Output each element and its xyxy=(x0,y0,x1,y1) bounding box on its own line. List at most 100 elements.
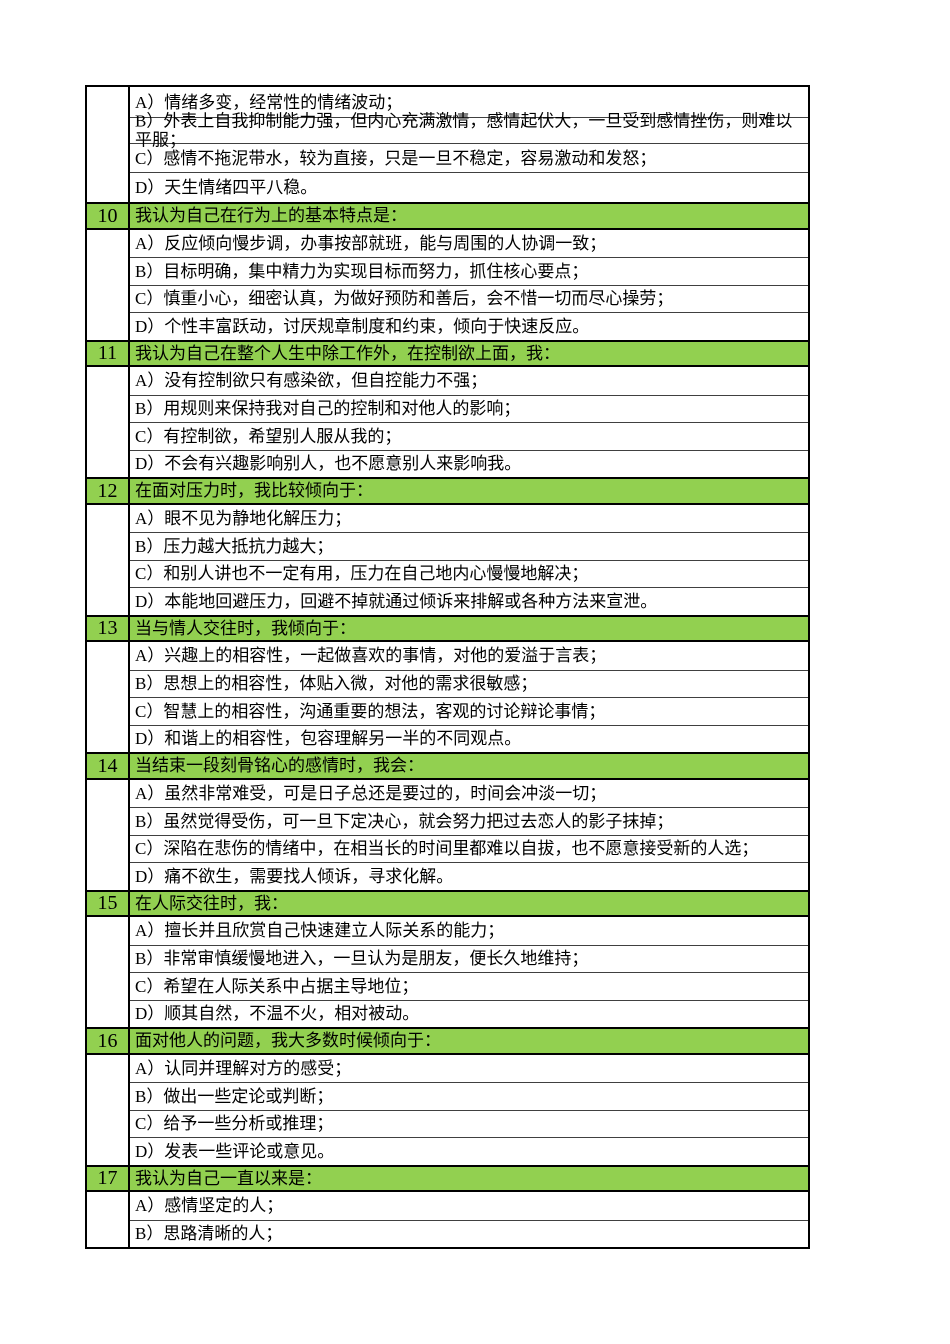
options-group: A）认同并理解对方的感受； B）做出一些定论或判断； C）给予一些分析或推理； D）发… xyxy=(87,1054,808,1165)
options-group: A）感情坚定的人； B）思路清晰的人； xyxy=(87,1192,808,1247)
option-row: B）虽然觉得受伤，可一旦下定决心，就会努力把过去恋人的影子抹掉； xyxy=(130,807,808,835)
question-number-cell: 17 xyxy=(87,1166,130,1190)
question-header-row: 11 我认为自己在整个人生中除工作外，在控制欲上面，我： xyxy=(87,339,808,367)
option-row: C）给予一些分析或推理； xyxy=(130,1109,808,1138)
option-row: A）虽然非常难受，可是日子总还是要过的，时间会冲淡一切； xyxy=(130,780,808,808)
option-row: B）思路清晰的人； xyxy=(130,1219,808,1248)
option-text: D）天生情绪四平八稳。 xyxy=(135,178,318,197)
number-spacer-cell xyxy=(87,87,130,202)
question-header-row: 12 在面对压力时，我比较倾向于： xyxy=(87,477,808,505)
number-spacer-cell xyxy=(87,1192,130,1247)
number-spacer-cell xyxy=(87,504,130,615)
options-column: A）虽然非常难受，可是日子总还是要过的，时间会冲淡一切； B）虽然觉得受伤，可一旦… xyxy=(130,780,808,890)
question-header-row: 10 我认为自己在行为上的基本特点是： xyxy=(87,202,808,230)
option-row: A）情绪多变，经常性的情绪波动； xyxy=(130,87,808,117)
question-text: 我认为自己在整个人生中除工作外，在控制欲上面，我： xyxy=(135,343,560,363)
options-column: A）反应倾向慢步调，办事按部就班，能与周围的人协调一致； B）目标明确，集中精力为… xyxy=(130,230,808,340)
option-row: A）认同并理解对方的感受； xyxy=(130,1055,808,1083)
question-text: 在面对压力时，我比较倾向于： xyxy=(135,481,373,501)
question-number-cell: 12 xyxy=(87,479,130,503)
options-column: A）眼不见为静地化解压力； B）压力越大抵抗力越大； C）和别人讲也不一定有用，压力… xyxy=(130,505,808,615)
option-row: B）做出一些定论或判断； xyxy=(130,1082,808,1110)
option-text: B）目标明确，集中精力为实现目标而努力，抓住核心要点； xyxy=(135,261,589,281)
option-row: D）不会有兴趣影响别人，也不愿意别人来影响我。 xyxy=(130,449,808,478)
option-row: C）深陷在悲伤的情绪中，在相当长的时间里都难以自拔，也不愿意接受新的人选； xyxy=(130,834,808,863)
option-row: C）慎重小心，细密认真，为做好预防和善后，会不惜一切而尽心操劳； xyxy=(130,284,808,313)
option-text: D）顺其自然，不温不火，相对被动。 xyxy=(135,1004,420,1024)
question-header-row: 17 我认为自己一直以来是： xyxy=(87,1164,808,1192)
question-block: 14 当结束一段刻骨铭心的感情时，我会： A）虽然非常难受，可是日子总还是要过的，时… xyxy=(87,752,808,890)
options-column: A）感情坚定的人； B）思路清晰的人； xyxy=(130,1192,808,1247)
question-header-row: 13 当与情人交往时，我倾向于： xyxy=(87,614,808,642)
option-text: B）虽然觉得受伤，可一旦下定决心，就会努力把过去恋人的影子抹掉； xyxy=(135,811,674,831)
option-text: C）和别人讲也不一定有用，压力在自己地内心慢慢地解决； xyxy=(135,564,589,584)
question-block: 16 面对他人的问题，我大多数时候倾向于： A）认同并理解对方的感受； B）做出一些定… xyxy=(87,1027,808,1165)
option-text: C）希望在人际关系中占据主导地位； xyxy=(135,976,419,996)
option-row: C）希望在人际关系中占据主导地位； xyxy=(130,972,808,1000)
number-spacer-cell xyxy=(87,229,130,340)
question-header-row: 16 面对他人的问题，我大多数时候倾向于： xyxy=(87,1027,808,1055)
option-text: B）压力越大抵抗力越大； xyxy=(135,536,334,556)
number-spacer-cell xyxy=(87,642,130,752)
option-row: C）感情不拖泥带水，较为直接，只是一旦不稳定，容易激动和发怒； xyxy=(130,143,808,172)
options-column: A）情绪多变，经常性的情绪波动； B）外表上自我抑制能力强，但内心充满激情，感情起… xyxy=(130,87,808,202)
number-spacer-cell xyxy=(87,779,130,890)
option-text: B）做出一些定论或判断； xyxy=(135,1086,334,1106)
number-spacer-cell xyxy=(87,917,130,1027)
options-group: A）反应倾向慢步调，办事按部就班，能与周围的人协调一致； B）目标明确，集中精力为… xyxy=(87,229,808,340)
option-text: C）深陷在悲伤的情绪中，在相当长的时间里都难以自拔，也不愿意接受新的人选； xyxy=(135,839,759,859)
option-row: D）本能地回避压力，回避不掉就通过倾诉来排解或各种方法来宣泄。 xyxy=(130,587,808,615)
option-text: A）认同并理解对方的感受； xyxy=(135,1058,352,1078)
option-text: D）发表一些评论或意见。 xyxy=(135,1141,335,1161)
question-text: 当与情人交往时，我倾向于： xyxy=(135,618,356,638)
option-text: C）感情不拖泥带水，较为直接，只是一旦不稳定，容易激动和发怒； xyxy=(135,148,657,168)
question-number-cell: 10 xyxy=(87,204,130,228)
question-block: 11 我认为自己在整个人生中除工作外，在控制欲上面，我： A）没有控制欲只有感染欲，… xyxy=(87,339,808,477)
option-row: A）反应倾向慢步调，办事按部就班，能与周围的人协调一致； xyxy=(130,230,808,258)
options-column: A）认同并理解对方的感受； B）做出一些定论或判断； C）给予一些分析或推理； D）发… xyxy=(130,1055,808,1165)
option-text: C）有控制欲，希望别人服从我的； xyxy=(135,426,402,446)
option-row: B）外表上自我抑制能力强，但内心充满激情，感情起伏大，一旦受到感情挫伤，则难以平… xyxy=(130,111,808,150)
option-row: A）眼不见为静地化解压力； xyxy=(130,505,808,533)
option-text: A）擅长并且欣赏自己快速建立人际关系的能力； xyxy=(135,921,505,941)
questionnaire-table: A）情绪多变，经常性的情绪波动； B）外表上自我抑制能力强，但内心充满激情，感情起… xyxy=(85,85,810,1249)
option-text: A）没有控制欲只有感染欲，但自控能力不强； xyxy=(135,371,488,391)
option-text: D）本能地回避压力，回避不掉就通过倾诉来排解或各种方法来宣泄。 xyxy=(135,591,658,611)
options-group: A）兴趣上的相容性，一起做喜欢的事情，对他的爱溢于言表； B）思想上的相容性，体贴… xyxy=(87,642,808,752)
option-text: B）外表上自我抑制能力强，但内心充满激情，感情起伏大，一旦受到感情挫伤，则难以平… xyxy=(135,111,793,150)
option-row: A）感情坚定的人； xyxy=(130,1192,808,1220)
option-text: B）用规则来保持我对自己的控制和对他人的影响； xyxy=(135,399,521,419)
option-row: B）非常审慎缓慢地进入，一旦认为是朋友，便长久地维持； xyxy=(130,944,808,973)
options-group: A）没有控制欲只有感染欲，但自控能力不强； B）用规则来保持我对自己的控制和对他人… xyxy=(87,367,808,477)
question-number-cell: 13 xyxy=(87,616,130,640)
option-text: A）反应倾向慢步调，办事按部就班，能与周围的人协调一致； xyxy=(135,233,607,253)
option-row: A）擅长并且欣赏自己快速建立人际关系的能力； xyxy=(130,917,808,945)
option-row: B）用规则来保持我对自己的控制和对他人的影响； xyxy=(130,394,808,423)
option-row: D）个性丰富跃动，讨厌规章制度和约束，倾向于快速反应。 xyxy=(130,312,808,340)
question-text: 当结束一段刻骨铭心的感情时，我会： xyxy=(135,756,424,776)
option-row: A）兴趣上的相容性，一起做喜欢的事情，对他的爱溢于言表； xyxy=(130,642,808,670)
question-text: 在人际交往时，我： xyxy=(135,893,288,913)
option-text: A）眼不见为静地化解压力； xyxy=(135,508,352,528)
option-text: A）情绪多变，经常性的情绪波动； xyxy=(135,92,403,112)
option-text: C）慎重小心，细密认真，为做好预防和善后，会不惜一切而尽心操劳； xyxy=(135,289,674,309)
question-header-row: 15 在人际交往时，我： xyxy=(87,889,808,917)
question-block: 12 在面对压力时，我比较倾向于： A）眼不见为静地化解压力； B）压力越大抵抗力越大… xyxy=(87,477,808,615)
question-block: A）情绪多变，经常性的情绪波动； B）外表上自我抑制能力强，但内心充满激情，感情起… xyxy=(87,87,808,202)
option-row: B）思想上的相容性，体贴入微，对他的需求很敏感； xyxy=(130,669,808,698)
options-group: A）情绪多变，经常性的情绪波动； B）外表上自我抑制能力强，但内心充满激情，感情起… xyxy=(87,87,808,202)
question-number-cell: 15 xyxy=(87,891,130,915)
question-number-cell: 14 xyxy=(87,754,130,778)
option-text: B）思路清晰的人； xyxy=(135,1224,283,1244)
option-row: B）目标明确，集中精力为实现目标而努力，抓住核心要点； xyxy=(130,257,808,285)
number-spacer-cell xyxy=(87,1054,130,1165)
option-text: D）痛不欲生，需要找人倾诉，寻求化解。 xyxy=(135,866,454,886)
option-row: C）智慧上的相容性，沟通重要的想法，客观的讨论辩论事情； xyxy=(130,697,808,725)
option-text: C）给予一些分析或推理； xyxy=(135,1114,334,1134)
option-text: B）非常审慎缓慢地进入，一旦认为是朋友，便长久地维持； xyxy=(135,949,589,969)
question-text: 我认为自己在行为上的基本特点是： xyxy=(135,206,407,226)
option-text: A）感情坚定的人； xyxy=(135,1196,284,1216)
option-row: D）痛不欲生，需要找人倾诉，寻求化解。 xyxy=(130,862,808,890)
question-number-cell: 16 xyxy=(87,1029,130,1053)
